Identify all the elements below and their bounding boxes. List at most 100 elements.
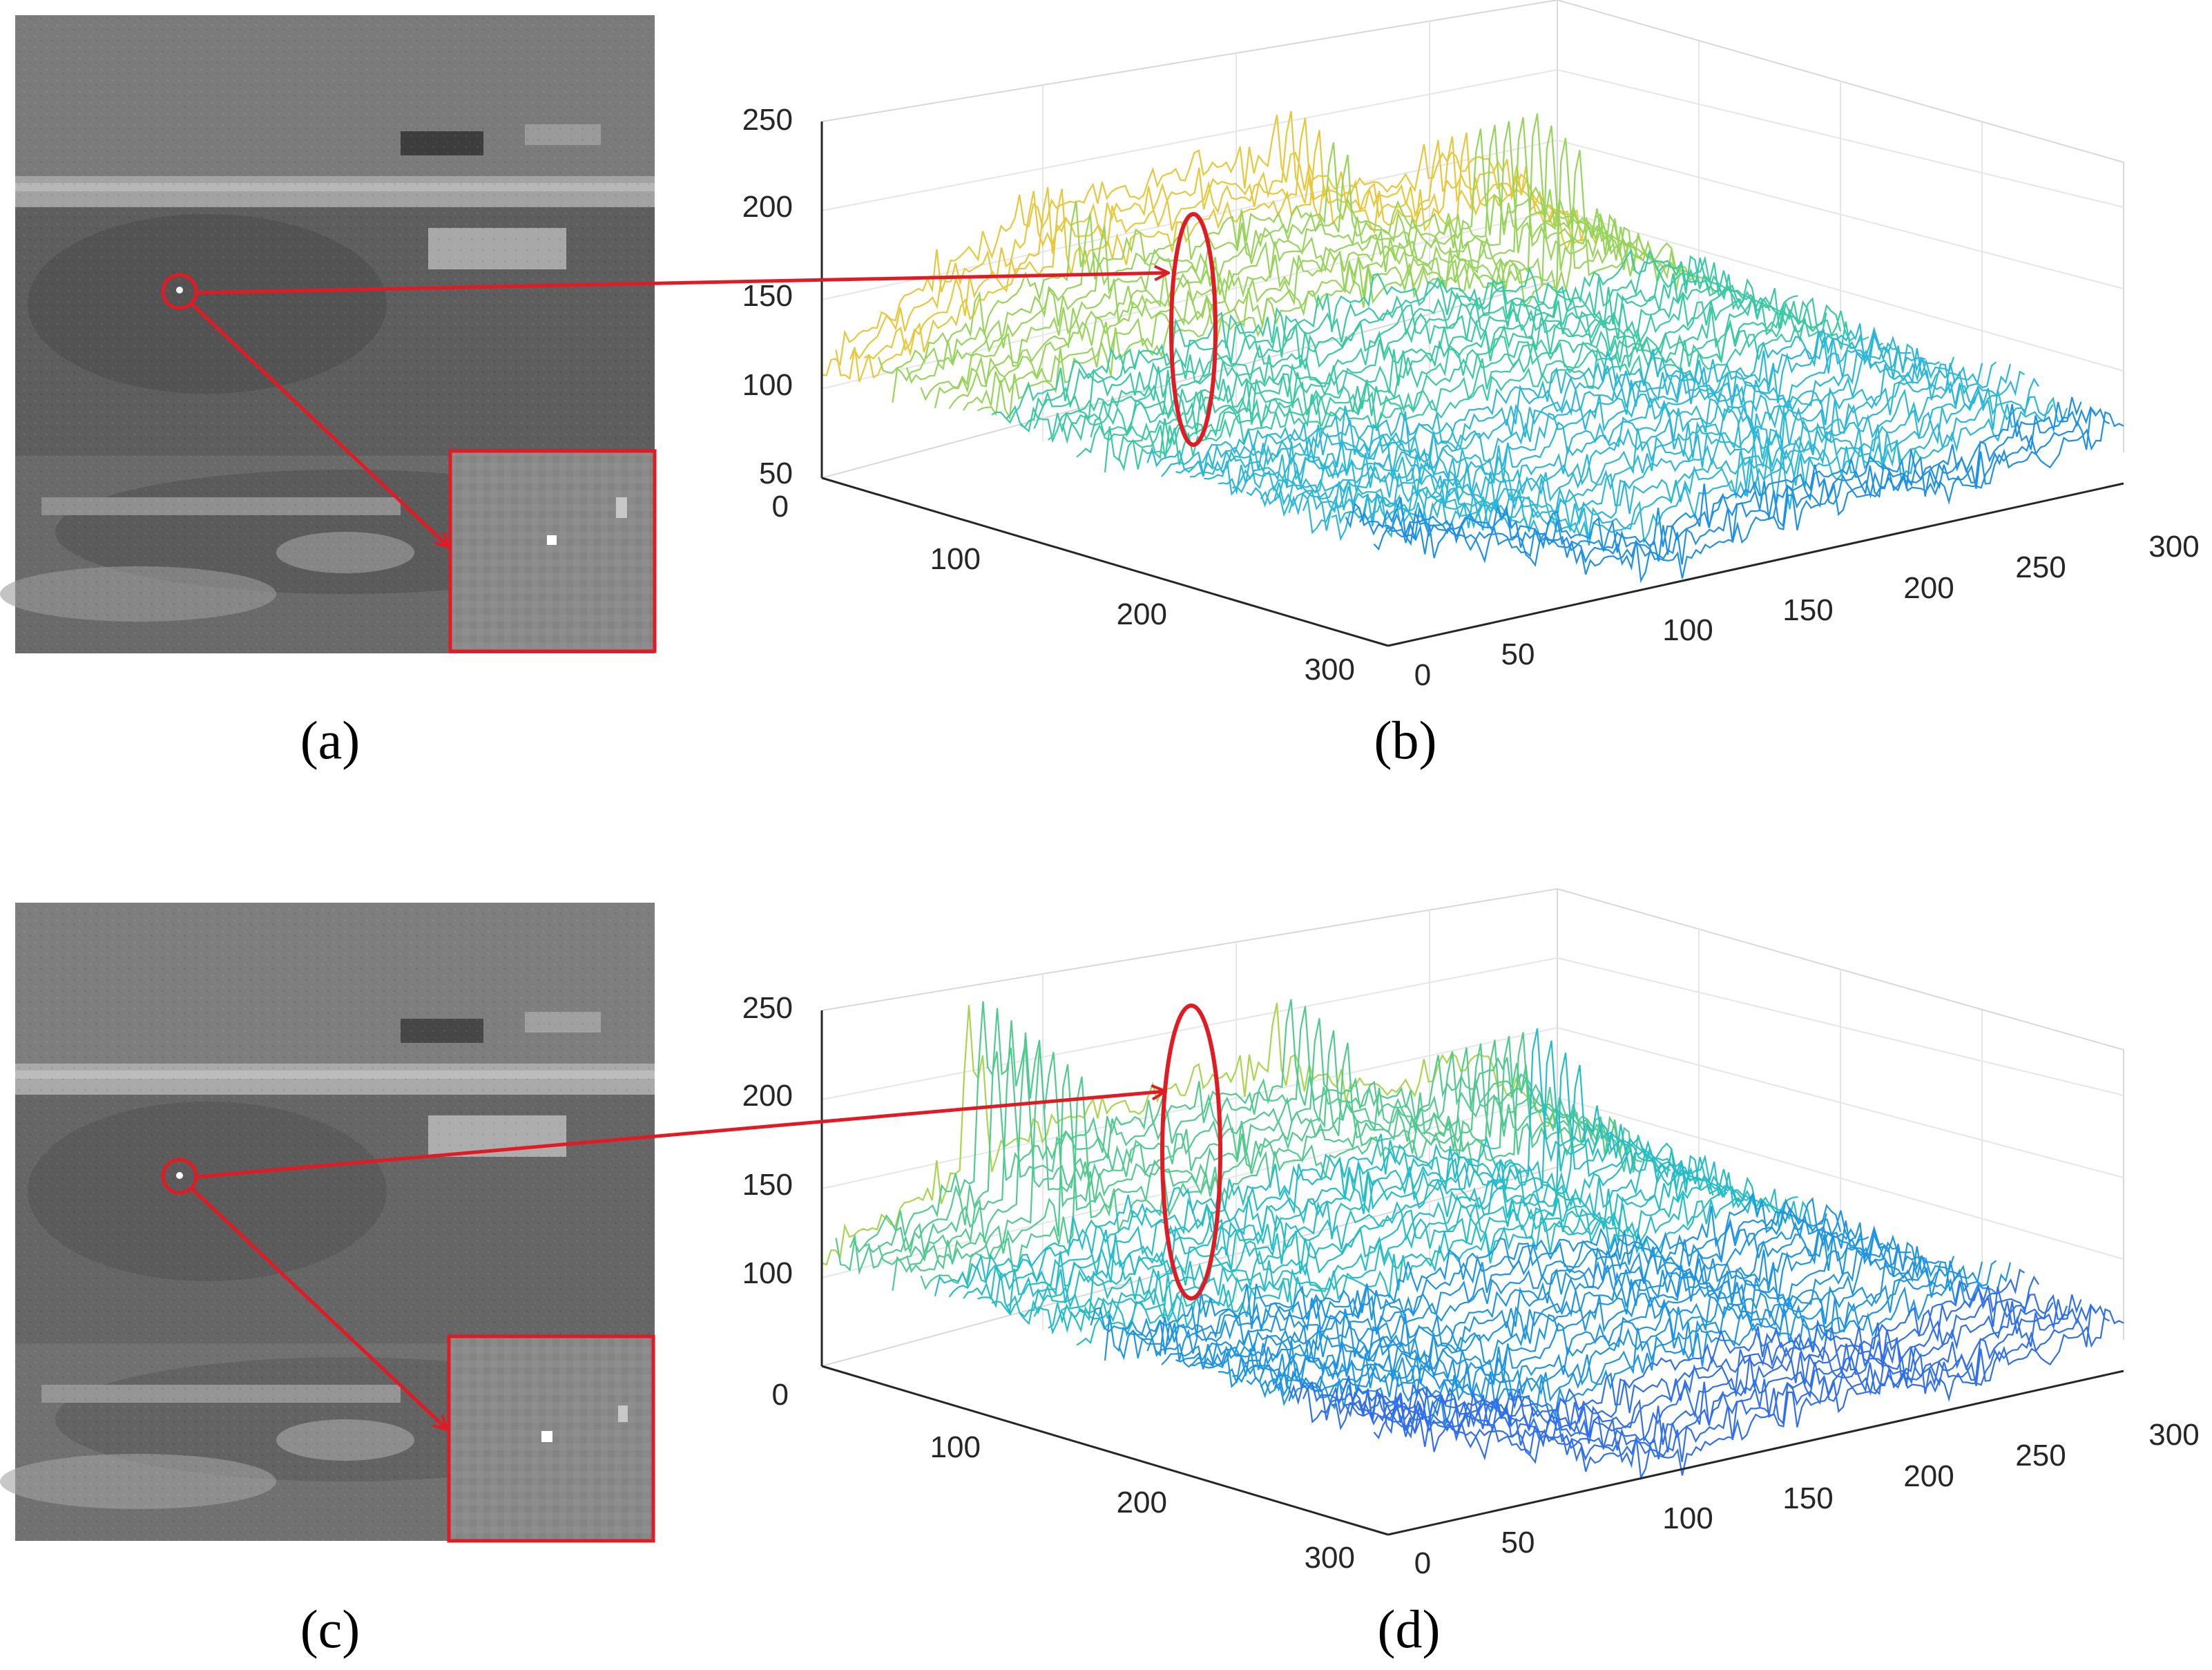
mesh-line-b-29 xyxy=(1232,357,1969,501)
mesh-line-d-31 xyxy=(1260,1260,1997,1425)
col-tick-150: 150 xyxy=(1782,1481,1833,1515)
mesh-line-d-33 xyxy=(1288,1268,2026,1430)
row-tick-200: 200 xyxy=(1117,597,1167,631)
mesh-line-b-0 xyxy=(821,115,1558,376)
col-tick-300: 300 xyxy=(2148,1418,2199,1452)
z-tick-250: 250 xyxy=(742,991,793,1025)
col-tick-200: 200 xyxy=(1903,571,1954,605)
z-tick-100: 100 xyxy=(742,368,793,402)
mesh-line-b-35 xyxy=(1316,389,2054,539)
mesh-line-d-37 xyxy=(1345,1294,2082,1450)
mesh-line-b-9 xyxy=(948,125,1685,410)
mesh-line-b-2 xyxy=(849,117,1586,383)
zoom-arrow-a xyxy=(191,303,449,547)
zoom-arrow-c xyxy=(191,1187,448,1430)
mesh-line-d-26 xyxy=(1189,1238,1926,1376)
ticks-d: 100 150 200 250 0 100 200 300 0 50 100 1… xyxy=(742,991,2200,1580)
mesh-line-b-4 xyxy=(877,128,1615,374)
mesh-line-b-30 xyxy=(1246,363,1983,508)
mesh-line-b-13 xyxy=(1005,249,1742,433)
mesh-line-b-17 xyxy=(1061,278,1798,445)
mesh-line-d-10 xyxy=(963,1053,1700,1300)
mesh-line-b-31 xyxy=(1260,361,1997,511)
z-tick-100: 100 xyxy=(742,1256,793,1290)
caption-b: (b) xyxy=(1374,710,1437,770)
mesh-line-b-39 xyxy=(1373,406,2110,571)
mesh-line-b-27 xyxy=(1204,343,1941,497)
mesh-line-b-8 xyxy=(934,113,1671,408)
mesh-line-b-26 xyxy=(1189,340,1926,478)
z-tick-250: 250 xyxy=(742,103,793,137)
mesh-line-d-9 xyxy=(948,1040,1685,1298)
z-tick-200: 200 xyxy=(742,1079,793,1113)
mesh-line-b-15 xyxy=(1033,270,1771,443)
mesh-line-b-7 xyxy=(920,117,1657,401)
axes-box-d xyxy=(821,887,2124,1367)
panel-b: 50 100 150 200 250 0 100 200 300 0 50 10… xyxy=(195,0,2200,770)
row-tick-100: 100 xyxy=(930,1430,981,1464)
col-tick-200: 200 xyxy=(1903,1459,1954,1493)
z-tick-200: 200 xyxy=(742,190,793,224)
target-ellipse-b xyxy=(1169,212,1218,447)
mesh-line-d-8 xyxy=(934,1028,1671,1296)
mesh-line-d-30 xyxy=(1246,1260,1983,1400)
row-tick-0: 0 xyxy=(772,490,789,524)
mesh-line-d-5 xyxy=(892,1039,1629,1292)
axis-lines-b xyxy=(820,122,2124,647)
mesh-line-b-20 xyxy=(1104,304,1842,473)
z-tick-150: 150 xyxy=(742,1168,793,1202)
target-ellipse-d xyxy=(1160,1004,1222,1301)
col-tick-0: 0 xyxy=(1414,1546,1431,1580)
z-tick-150: 150 xyxy=(742,279,793,313)
mesh-line-b-5 xyxy=(892,124,1629,403)
col-tick-0: 0 xyxy=(1414,658,1431,692)
panel-d: 100 150 200 250 0 100 200 300 0 50 100 1… xyxy=(195,887,2200,1659)
mesh-line-b-14 xyxy=(1019,256,1756,429)
mesh-line-b-3 xyxy=(863,130,1601,379)
mesh-line-b-10 xyxy=(963,137,1700,411)
mesh-line-b-12 xyxy=(991,249,1728,424)
panel-c: (c) xyxy=(0,903,655,1659)
row-tick-0: 0 xyxy=(772,1378,789,1412)
mesh-line-b-19 xyxy=(1090,294,1827,441)
mesh-line-d-36 xyxy=(1331,1294,2068,1448)
mesh-line-b-40 xyxy=(1387,411,2124,584)
mesh-line-b-25 xyxy=(1175,332,1912,477)
col-tick-250: 250 xyxy=(2015,550,2066,584)
mesh-line-d-16 xyxy=(1048,1172,1785,1329)
mesh-line-d-7 xyxy=(920,1032,1657,1290)
mesh-line-b-37 xyxy=(1345,396,2082,551)
caption-c: (c) xyxy=(300,1599,360,1659)
mesh-line-d-21 xyxy=(1118,1198,1856,1361)
mesh-line-b-11 xyxy=(977,150,1714,421)
mesh-line-d-19 xyxy=(1090,1191,1827,1338)
mesh-line-b-23 xyxy=(1146,323,1883,473)
mesh-line-d-20 xyxy=(1104,1204,1842,1361)
col-tick-300: 300 xyxy=(2148,530,2199,564)
mesh-line-d-32 xyxy=(1274,1262,2012,1429)
mesh-line-d-1 xyxy=(835,999,1573,1271)
mesh-b xyxy=(821,111,2124,584)
row-tick-300: 300 xyxy=(1305,1541,1355,1575)
mesh-line-d-39 xyxy=(1373,1303,2110,1468)
mesh-line-b-16 xyxy=(1048,274,1785,441)
mesh-line-b-22 xyxy=(1132,317,1869,470)
mesh-line-b-33 xyxy=(1288,370,2026,531)
z-tick-50: 50 xyxy=(759,457,793,490)
mesh-line-d-35 xyxy=(1316,1286,2054,1438)
link-arrow-b xyxy=(195,273,1168,295)
mesh-line-b-32 xyxy=(1274,363,2012,519)
row-tick-300: 300 xyxy=(1305,653,1355,687)
col-tick-50: 50 xyxy=(1501,1526,1535,1559)
panel-a: (a) xyxy=(0,15,657,770)
mesh-line-d-22 xyxy=(1132,1215,1869,1361)
caption-a: (a) xyxy=(300,710,360,770)
mesh-line-d-3 xyxy=(864,1018,1601,1269)
mesh-line-d-29 xyxy=(1232,1255,1969,1401)
caption-d: (d) xyxy=(1378,1599,1441,1659)
inset-a xyxy=(448,449,657,653)
col-tick-50: 50 xyxy=(1501,637,1535,671)
mesh-line-b-36 xyxy=(1331,396,2068,549)
mesh-line-d-25 xyxy=(1175,1229,1912,1370)
